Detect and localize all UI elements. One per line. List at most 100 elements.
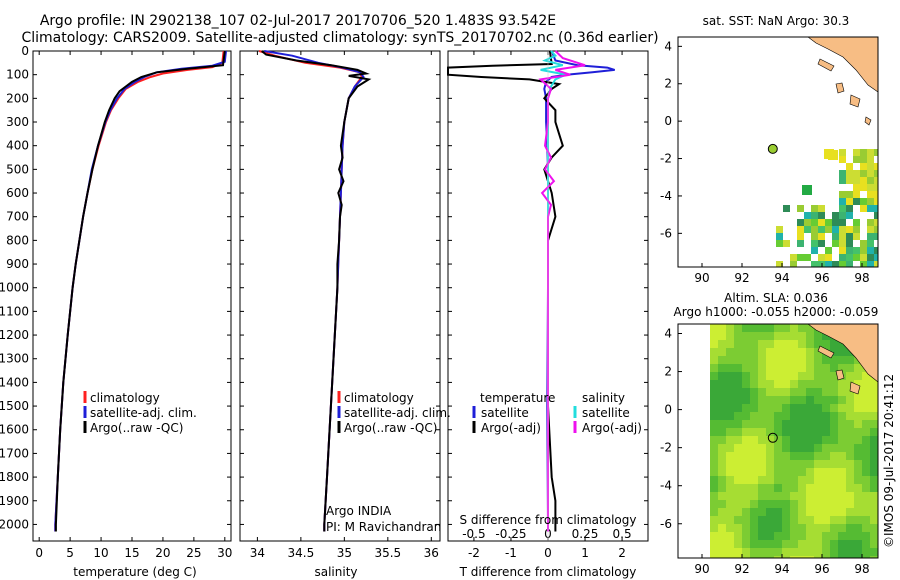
sst-cell (853, 184, 860, 191)
y-tick-label: 0 (664, 114, 672, 128)
sla-cell (830, 388, 838, 396)
sla-cell (870, 388, 878, 396)
sla-cell (718, 548, 726, 556)
sla-cell (790, 324, 798, 332)
sla-cell (734, 420, 742, 428)
sla-cell (774, 492, 782, 500)
temperature-plot-frame (32, 50, 232, 542)
sst-cell (867, 233, 874, 240)
sla-cell (710, 452, 718, 460)
sla-cell (750, 484, 758, 492)
sla-cell (822, 436, 830, 444)
y-tick-label: 4 (664, 39, 672, 53)
sla-cell (750, 388, 758, 396)
sla-cell (710, 468, 718, 476)
sla-cell (806, 476, 814, 484)
figure-title-line1: Argo profile: IN 2902138_107 02-Jul-2017… (40, 13, 556, 29)
sla-cell (750, 516, 758, 524)
x-tick-label: 2 (618, 546, 626, 560)
sla-cell (750, 380, 758, 388)
sla-cell (806, 388, 814, 396)
sla-cell (742, 516, 750, 524)
sst-cell (811, 219, 818, 226)
sla-cell (790, 484, 798, 492)
sla-cell (758, 420, 766, 428)
sla-cell (774, 364, 782, 372)
sst-cell (818, 240, 825, 247)
sla-cell (750, 364, 758, 372)
sla-cell (854, 420, 862, 428)
sla-cell (734, 492, 742, 500)
x-tick-label: 34.5 (288, 546, 315, 560)
sla-cell (798, 540, 806, 548)
sst-cell (797, 226, 804, 233)
sla-cell (822, 524, 830, 532)
sla-cell (774, 556, 782, 558)
x-tick-label: 20 (155, 546, 170, 560)
sst-cell (802, 185, 812, 195)
sst-cell (811, 205, 818, 212)
sla-cell (726, 540, 734, 548)
sla-cell (838, 460, 846, 468)
sla-cell (782, 524, 790, 532)
sla-cell (790, 532, 798, 540)
sla-cell (734, 364, 742, 372)
sla-cell (734, 356, 742, 364)
sla-cell (822, 556, 830, 558)
x-tick-label: 35 (337, 546, 352, 560)
sla-cell (806, 348, 814, 356)
sla-cell (870, 484, 878, 492)
sla-cell (734, 508, 742, 516)
sla-cell (838, 516, 846, 524)
island (849, 94, 861, 108)
sla-cell (854, 396, 862, 404)
sst-cell (867, 191, 874, 198)
island (817, 58, 835, 72)
sla-cell (766, 532, 774, 540)
sst-cell (874, 163, 878, 170)
sla-cell (750, 500, 758, 508)
sla-cell (774, 524, 782, 532)
sla-cell (838, 508, 846, 516)
sla-cell (806, 516, 814, 524)
sla-cell (710, 396, 718, 404)
sla-cell (846, 508, 854, 516)
sla-cell (806, 364, 814, 372)
sla-cell (846, 396, 854, 404)
top-x-tick-label: 0.5 (613, 527, 632, 541)
sla-cell (798, 444, 806, 452)
sla-cell (710, 540, 718, 548)
sla-cell (718, 516, 726, 524)
sla-cell (854, 492, 862, 500)
sla-cell (814, 420, 822, 428)
sla-cell (726, 516, 734, 524)
sla-cell (726, 372, 734, 380)
sla-cell (766, 412, 774, 420)
sla-cell (862, 524, 870, 532)
sla-cell (774, 348, 782, 356)
sla-cell (750, 556, 758, 558)
sla-cell (846, 412, 854, 420)
sst-cell (790, 261, 797, 267)
sla-cell (758, 396, 766, 404)
sla-cell (806, 532, 814, 540)
sla-cell (790, 380, 798, 388)
sla-cell (774, 396, 782, 404)
sla-cell (822, 492, 830, 500)
series-line-argo-raw-qc (261, 50, 372, 532)
sla-cell (734, 340, 742, 348)
sla-cell (718, 340, 726, 348)
sla-cell (758, 364, 766, 372)
sla-cell (838, 468, 846, 476)
sst-cell (846, 191, 853, 198)
sla-cell (798, 556, 806, 558)
sla-cell (782, 484, 790, 492)
sla-cell (782, 500, 790, 508)
sla-cell (734, 524, 742, 532)
sla-cell (718, 508, 726, 516)
sst-cell (860, 205, 867, 212)
island (864, 116, 872, 126)
sla-cell (814, 396, 822, 404)
sla-cell (742, 364, 750, 372)
sla-cell (726, 500, 734, 508)
